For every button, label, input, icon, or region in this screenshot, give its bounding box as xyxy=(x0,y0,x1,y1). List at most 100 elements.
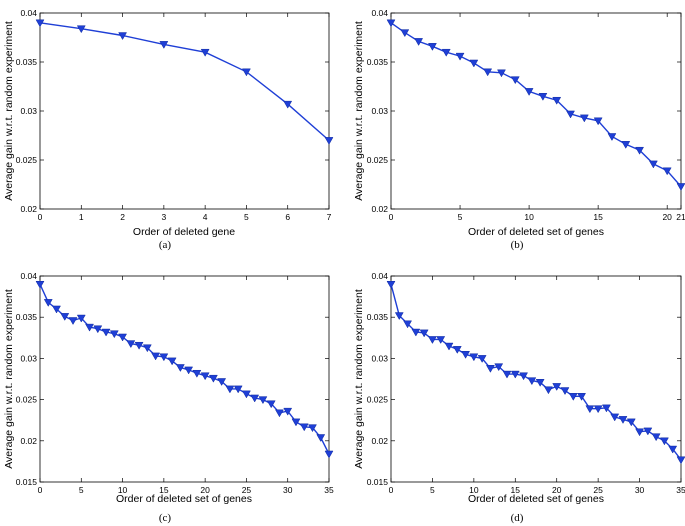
data-point-marker xyxy=(400,29,410,38)
data-point-marker xyxy=(593,405,603,414)
data-point-marker xyxy=(676,183,685,191)
data-point-marker xyxy=(648,160,658,169)
y-tick-label: 0.04 xyxy=(371,8,388,18)
y-axis-label: Average gain w.r.t. random experiment xyxy=(3,21,15,201)
data-point-marker xyxy=(626,418,636,427)
x-tick-label: 3 xyxy=(161,212,166,222)
data-point-marker xyxy=(184,366,194,375)
x-tick-label: 20 xyxy=(552,485,562,495)
data-point-marker xyxy=(436,336,446,344)
data-point-marker xyxy=(585,405,595,414)
data-point-marker xyxy=(93,325,103,334)
data-point-marker xyxy=(483,68,493,77)
data-point-marker xyxy=(394,312,404,321)
x-tick-label: 4 xyxy=(203,212,208,222)
y-tick-label: 0.025 xyxy=(367,155,389,165)
y-tick-label: 0.04 xyxy=(371,271,388,281)
data-point-marker xyxy=(101,328,111,337)
data-point-marker xyxy=(552,96,562,105)
y-tick-label: 0.015 xyxy=(16,477,38,487)
series-line xyxy=(39,283,330,455)
data-point-marker xyxy=(118,32,128,41)
data-point-marker xyxy=(258,396,268,405)
data-point-marker xyxy=(414,38,424,46)
data-point-marker xyxy=(427,43,437,51)
data-point-marker xyxy=(469,353,479,362)
data-point-marker xyxy=(283,407,293,416)
axes-frame xyxy=(39,12,330,210)
y-axis-label: Average gain w.r.t. random experiment xyxy=(353,21,365,201)
data-point-marker xyxy=(167,357,177,366)
data-point-marker xyxy=(601,404,611,413)
data-point-marker xyxy=(175,364,185,372)
data-point-marker xyxy=(577,393,587,401)
x-tick-label: 21 xyxy=(676,212,685,222)
data-point-marker xyxy=(35,280,45,289)
data-point-marker xyxy=(324,450,334,459)
x-tick-label: 0 xyxy=(38,485,43,495)
data-point-marker xyxy=(519,372,529,381)
data-point-marker xyxy=(43,299,53,307)
panel-d: 0 5 10 15 20 25 30 35 0.015 0.02 0.025 0.03 0.035 0.0… xyxy=(353,271,685,524)
data-point-marker xyxy=(291,418,301,427)
x-tick-label: 0 xyxy=(389,212,394,222)
data-point-marker xyxy=(643,427,653,436)
data-point-marker xyxy=(455,52,465,61)
x-tick-label: 5 xyxy=(79,485,84,495)
x-tick-label: 10 xyxy=(469,485,479,495)
data-point-marker xyxy=(610,413,620,422)
y-tick-label: 0.015 xyxy=(367,477,389,487)
panel-caption: (d) xyxy=(511,512,524,524)
x-tick-label: 2 xyxy=(120,212,125,222)
y-tick-label: 0.02 xyxy=(20,436,37,446)
data-point-marker xyxy=(126,340,136,349)
x-tick-label: 35 xyxy=(676,485,685,495)
y-tick-label: 0.02 xyxy=(371,204,388,214)
data-point-marker xyxy=(477,355,487,363)
data-point-marker xyxy=(579,114,589,123)
data-point-marker xyxy=(510,76,520,85)
panel-caption: (c) xyxy=(159,512,172,524)
data-point-marker xyxy=(109,330,119,339)
data-point-marker xyxy=(403,320,413,329)
y-tick-label: 0.025 xyxy=(367,395,389,405)
data-point-marker xyxy=(217,378,227,386)
data-point-marker xyxy=(283,100,293,109)
y-tick-label: 0.025 xyxy=(16,155,38,165)
x-tick-label: 25 xyxy=(242,485,252,495)
data-point-marker xyxy=(593,117,603,126)
series-line xyxy=(390,22,682,187)
data-point-marker xyxy=(159,41,169,49)
y-tick-label: 0.02 xyxy=(20,204,37,214)
y-tick-label: 0.03 xyxy=(371,353,388,363)
x-tick-label: 7 xyxy=(327,212,332,222)
data-point-marker xyxy=(419,329,429,338)
data-point-marker xyxy=(52,305,61,314)
y-tick-label: 0.035 xyxy=(16,57,38,67)
data-point-marker xyxy=(208,374,218,383)
x-tick-label: 30 xyxy=(283,485,293,495)
data-point-marker xyxy=(134,341,144,350)
data-point-marker xyxy=(502,370,512,379)
data-point-marker xyxy=(510,370,520,379)
x-tick-label: 15 xyxy=(511,485,521,495)
data-point-marker xyxy=(275,409,284,418)
x-tick-label: 10 xyxy=(118,485,128,495)
axes-frame xyxy=(390,12,682,210)
data-point-marker xyxy=(441,48,451,57)
x-tick-label: 15 xyxy=(593,212,603,222)
data-point-marker xyxy=(651,433,661,442)
x-tick-label: 0 xyxy=(38,212,43,222)
x-tick-label: 20 xyxy=(662,212,672,222)
data-point-marker xyxy=(444,342,454,351)
x-tick-label: 1 xyxy=(79,212,84,222)
data-point-marker xyxy=(159,353,169,362)
data-point-marker xyxy=(618,416,628,424)
x-tick-label: 10 xyxy=(524,212,534,222)
data-point-marker xyxy=(386,280,396,289)
x-axis-label: Order of deleted set of genes xyxy=(116,493,252,505)
data-point-marker xyxy=(316,434,326,443)
panel-a: 0 1 2 3 4 5 6 7 0.02 0.025 0.03 0.035 0.04 Order of d… xyxy=(3,8,334,251)
data-point-marker xyxy=(635,428,645,437)
y-axis-label: Average gain w.r.t. random experiment xyxy=(3,289,15,469)
